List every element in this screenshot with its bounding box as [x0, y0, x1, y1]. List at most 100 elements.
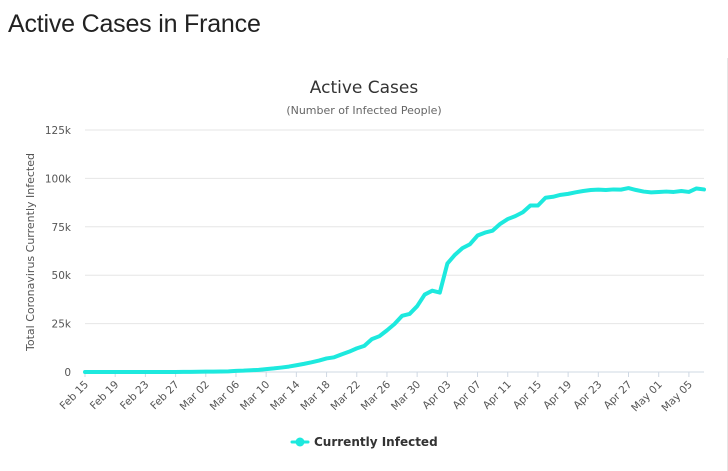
data-point[interactable] — [264, 367, 268, 371]
data-point[interactable] — [657, 190, 661, 194]
x-tick-label: Mar 22 — [329, 379, 363, 413]
data-point[interactable] — [219, 370, 223, 374]
y-axis-label: Total Coronavirus Currently Infected — [24, 153, 37, 352]
data-point[interactable] — [536, 204, 540, 208]
data-point[interactable] — [362, 344, 366, 348]
data-point[interactable] — [506, 217, 510, 221]
x-tick-label: Apr 07 — [451, 379, 484, 412]
data-point[interactable] — [189, 370, 193, 374]
data-point[interactable] — [581, 189, 585, 193]
data-point[interactable] — [128, 370, 132, 374]
data-point[interactable] — [604, 188, 608, 192]
x-tick-label: Feb 27 — [148, 379, 181, 412]
data-point[interactable] — [83, 370, 87, 374]
data-point[interactable] — [596, 188, 600, 192]
x-tick-label: Apr 15 — [511, 379, 544, 412]
data-point[interactable] — [687, 190, 691, 194]
data-point[interactable] — [649, 190, 653, 194]
data-point[interactable] — [211, 370, 215, 374]
data-point[interactable] — [279, 366, 283, 370]
data-point[interactable] — [325, 356, 329, 360]
data-point[interactable] — [332, 355, 336, 359]
data-point[interactable] — [98, 370, 102, 374]
data-point[interactable] — [234, 369, 238, 373]
data-point[interactable] — [476, 234, 480, 238]
data-point[interactable] — [166, 370, 170, 374]
data-point[interactable] — [423, 293, 427, 297]
y-tick-label: 25k — [52, 319, 72, 331]
data-point[interactable] — [521, 210, 525, 214]
data-point[interactable] — [385, 328, 389, 332]
data-point[interactable] — [143, 370, 147, 374]
data-point[interactable] — [106, 370, 110, 374]
data-point[interactable] — [491, 229, 495, 233]
data-point[interactable] — [460, 246, 464, 250]
data-point[interactable] — [415, 304, 419, 308]
data-point[interactable] — [242, 369, 246, 373]
data-point[interactable] — [679, 189, 683, 193]
data-point[interactable] — [574, 190, 578, 194]
x-tick-label: Apr 11 — [481, 379, 514, 412]
data-point[interactable] — [347, 350, 351, 354]
data-point[interactable] — [113, 370, 117, 374]
x-tick-label: Mar 18 — [298, 379, 332, 413]
data-point[interactable] — [340, 352, 344, 356]
data-point[interactable] — [377, 334, 381, 338]
data-point[interactable] — [174, 370, 178, 374]
data-point[interactable] — [408, 312, 412, 316]
data-point[interactable] — [559, 193, 563, 197]
data-point[interactable] — [370, 337, 374, 341]
data-point[interactable] — [226, 369, 230, 373]
x-tick-label: Mar 30 — [389, 379, 423, 413]
data-point[interactable] — [294, 363, 298, 367]
data-point[interactable] — [400, 314, 404, 318]
data-point[interactable] — [121, 370, 125, 374]
data-point[interactable] — [694, 186, 698, 190]
data-point[interactable] — [498, 222, 502, 226]
y-tick-label: 125k — [45, 125, 72, 137]
data-point[interactable] — [196, 370, 200, 374]
data-point[interactable] — [355, 346, 359, 350]
data-point[interactable] — [664, 190, 668, 194]
data-point[interactable] — [430, 289, 434, 293]
data-point[interactable] — [302, 362, 306, 366]
data-point[interactable] — [249, 368, 253, 372]
data-point[interactable] — [272, 366, 276, 370]
data-point[interactable] — [566, 192, 570, 196]
data-point[interactable] — [181, 370, 185, 374]
legend[interactable]: Currently Infected — [290, 435, 438, 449]
data-point[interactable] — [309, 360, 313, 364]
data-point[interactable] — [257, 368, 261, 372]
data-point[interactable] — [627, 186, 631, 190]
data-point[interactable] — [158, 370, 162, 374]
data-point[interactable] — [136, 370, 140, 374]
series-line-currently-infected[interactable] — [83, 186, 706, 374]
data-point[interactable] — [445, 262, 449, 266]
legend-label[interactable]: Currently Infected — [314, 435, 438, 449]
data-point[interactable] — [702, 187, 706, 191]
data-point[interactable] — [642, 190, 646, 194]
data-point[interactable] — [317, 359, 321, 363]
data-point[interactable] — [204, 370, 208, 374]
data-point[interactable] — [634, 188, 638, 192]
x-tick-label: Mar 10 — [238, 379, 272, 413]
data-point[interactable] — [393, 322, 397, 326]
data-point[interactable] — [672, 190, 676, 194]
data-point[interactable] — [287, 365, 291, 369]
data-point[interactable] — [151, 370, 155, 374]
data-point[interactable] — [589, 188, 593, 192]
data-point[interactable] — [543, 196, 547, 200]
data-point[interactable] — [619, 188, 623, 192]
data-point[interactable] — [468, 242, 472, 246]
y-tick-label: 75k — [52, 222, 72, 234]
data-point[interactable] — [611, 187, 615, 191]
data-point[interactable] — [513, 214, 517, 218]
data-point[interactable] — [91, 370, 95, 374]
x-tick-label: Mar 06 — [208, 378, 243, 413]
data-point[interactable] — [483, 231, 487, 235]
data-point[interactable] — [453, 253, 457, 257]
data-point[interactable] — [551, 195, 555, 199]
data-point[interactable] — [528, 204, 532, 208]
data-point[interactable] — [438, 291, 442, 295]
